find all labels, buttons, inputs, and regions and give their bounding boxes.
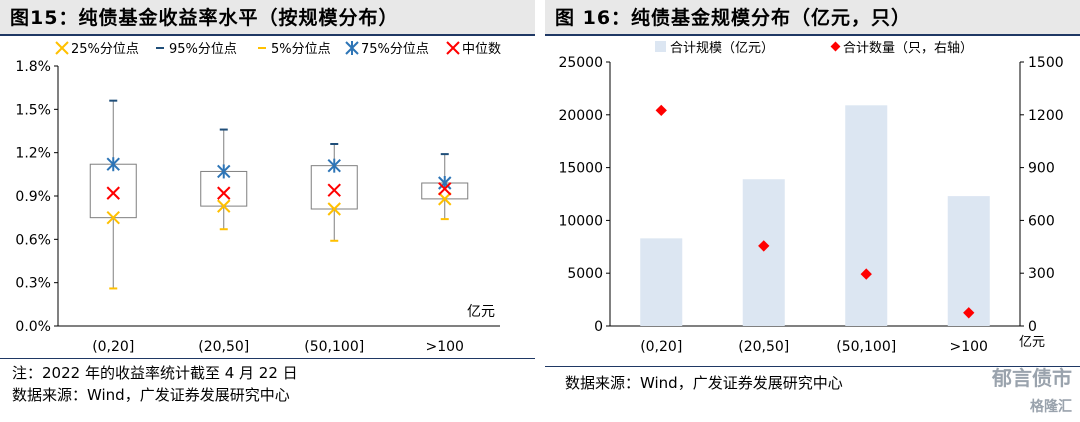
x-tick-label: (0,20]: [640, 339, 682, 355]
y2-tick-label: 600: [1028, 213, 1055, 229]
left-chart-title: 图15：纯债基金收益率水平（按规模分布）: [10, 7, 399, 29]
y-tick-label: 5000: [567, 266, 603, 282]
left-title-bar: 图15：纯债基金收益率水平（按规模分布）: [0, 0, 535, 36]
legend-label: 5%分位点: [271, 42, 331, 57]
median-marker: [106, 186, 120, 200]
legend-marker: [446, 41, 460, 55]
x-tick-label: (20,50]: [738, 339, 789, 355]
legend-label: 中位数: [462, 42, 501, 57]
left-note: 注：2022 年的收益率统计截至 4 月 22 日: [12, 364, 298, 382]
p75-marker: [106, 157, 120, 172]
y-tick-label: 1.2%: [15, 146, 51, 162]
bar: [947, 196, 990, 326]
y-tick-label: 0.0%: [15, 319, 51, 335]
box-chart: 0.0% 0.3% 0.6% 0.9% 1.2% 1.5% 1.8% (0,20] (20,50…: [15, 41, 501, 355]
y-tick-label: 0.3%: [15, 276, 51, 292]
x-unit-label: 亿元: [1019, 335, 1045, 350]
y2-tick-label: 300: [1028, 266, 1055, 282]
legend-label: 合计数量（只，右轴）: [843, 41, 973, 56]
legend-dot-swatch: [830, 41, 841, 52]
p75-marker: [217, 164, 231, 179]
bar: [845, 105, 888, 327]
p25-marker: [106, 210, 120, 225]
dot-marker: [963, 307, 975, 319]
dot-marker: [758, 240, 770, 252]
median-marker: [327, 183, 341, 197]
x-tick-label: (50,100]: [836, 339, 896, 355]
right-title-bar: 图 16：纯债基金规模分布（亿元，只）: [545, 0, 1080, 36]
right-source: 数据来源：Wind，广发证券发展研究中心: [565, 374, 843, 392]
y-tick-label: 20000: [558, 108, 603, 124]
p25-marker: [327, 202, 341, 216]
right-footer-divider: [545, 366, 1080, 367]
y-tick-label: 0.9%: [15, 189, 51, 205]
right-chart-title: 图 16：纯债基金规模分布（亿元，只）: [555, 7, 912, 29]
right-panel: 图 16：纯债基金规模分布（亿元，只） 0 5000 10000 15000 20000…: [545, 0, 1080, 422]
legend-bar-swatch: [655, 41, 666, 52]
x-tick-label: >100: [426, 339, 464, 355]
x-unit-label: 亿元: [467, 304, 495, 320]
bar: [640, 238, 683, 326]
legend-marker: [55, 41, 69, 55]
legend-label: 75%分位点: [361, 42, 429, 57]
legend-marker: [345, 41, 359, 55]
x-tick-label: (0,20]: [92, 339, 134, 355]
p25-marker: [438, 192, 452, 206]
y2-tick-label: 0: [1028, 319, 1037, 335]
median-marker: [217, 186, 231, 200]
watermark-brand: 格隆汇: [1030, 399, 1072, 415]
y-tick-label: 10000: [558, 213, 603, 229]
y2-tick-label: 900: [1028, 161, 1055, 177]
box: [89, 163, 137, 219]
watermark-text: 郁言债市: [992, 366, 1072, 390]
legend-label: 合计规模（亿元）: [670, 41, 774, 56]
legend-label: 95%分位点: [169, 42, 237, 57]
p25-marker: [217, 199, 231, 213]
y-tick-label: 1.8%: [15, 59, 51, 75]
y2-tick-label: 1500: [1028, 55, 1064, 71]
y-tick-label: 1.5%: [15, 102, 51, 118]
x-tick-label: >100: [950, 339, 988, 355]
bar: [742, 179, 785, 326]
box: [310, 165, 358, 210]
p75-marker: [327, 158, 341, 173]
y2-tick-label: 1200: [1028, 108, 1064, 124]
y-tick-label: 15000: [558, 161, 603, 177]
x-tick-label: (50,100]: [304, 339, 364, 355]
left-source: 数据来源：Wind，广发证券发展研究中心: [12, 386, 290, 404]
median-marker: [438, 182, 452, 196]
y-tick-label: 0: [594, 319, 603, 335]
dot-marker: [655, 104, 667, 117]
x-tick-label: (20,50]: [198, 339, 249, 355]
bar-chart: 0 5000 10000 15000 20000 25000 0 300 600 900 1200 1…: [558, 41, 1064, 355]
y-tick-label: 25000: [558, 55, 603, 71]
y-tick-label: 0.6%: [15, 232, 51, 248]
legend-label: 25%分位点: [71, 42, 139, 57]
dot-marker: [860, 268, 872, 280]
left-panel: 图15：纯债基金收益率水平（按规模分布） 0.0% 0.3% 0.6% 0.9% 1.2…: [0, 0, 535, 422]
left-footer-divider: [0, 358, 535, 359]
